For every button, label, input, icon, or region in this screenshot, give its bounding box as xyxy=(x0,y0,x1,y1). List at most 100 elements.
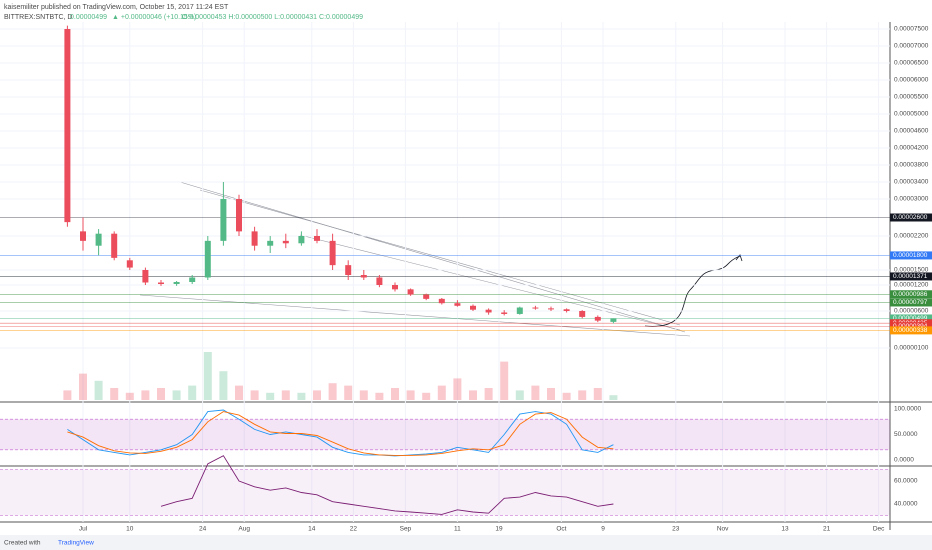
y-tick-label: 0.00007000 xyxy=(894,43,929,50)
y-tick-label: 100.0000 xyxy=(894,406,921,413)
volume-bar xyxy=(578,390,587,400)
projection-arrow xyxy=(735,254,743,262)
volume-bar xyxy=(437,385,446,400)
candle-body xyxy=(548,308,554,310)
volume-bar xyxy=(235,385,243,400)
candle-body xyxy=(142,270,149,283)
level-label: 0.00000797 xyxy=(893,299,928,306)
candle-body xyxy=(376,277,383,285)
y-tick-label: 50.0000 xyxy=(894,431,918,438)
candle-body xyxy=(173,282,180,284)
candle-body xyxy=(516,307,523,314)
projection xyxy=(644,255,741,327)
x-tick-label: 9 xyxy=(601,526,605,533)
candle-body xyxy=(594,316,601,321)
x-tick-label: Aug xyxy=(238,526,250,533)
level-box xyxy=(890,290,932,299)
y-tick-label: 0.00002200 xyxy=(894,233,929,240)
candle-body xyxy=(158,282,164,284)
stoch-band xyxy=(0,419,890,450)
level-box xyxy=(890,314,932,323)
candle-body xyxy=(563,309,570,311)
stoch-k xyxy=(67,409,614,457)
volume-bar xyxy=(63,390,72,400)
candle-body xyxy=(111,233,118,258)
candle-body xyxy=(298,236,305,244)
volume-bar xyxy=(344,385,353,400)
y-tick-label: 40.0000 xyxy=(894,501,918,508)
y-tick-label: 0.00000600 xyxy=(894,308,929,315)
x-tick-label: Dec xyxy=(873,526,885,533)
x-tick-label: 21 xyxy=(823,526,831,533)
y-tick-label: 0.00003400 xyxy=(894,179,929,186)
y-tick-label: 0.00005500 xyxy=(894,94,929,101)
candle-body xyxy=(314,236,320,241)
candle-body xyxy=(532,307,539,309)
candle-body xyxy=(454,303,461,306)
volume-bar xyxy=(391,388,399,400)
x-tick-label: 19 xyxy=(495,526,503,533)
y-tick-label: 0.00007500 xyxy=(894,26,929,33)
y-tick-label: 60.0000 xyxy=(894,478,918,485)
candle-body xyxy=(329,240,336,266)
volume-bar xyxy=(188,385,197,400)
footer-bar xyxy=(0,535,932,550)
volume-bar xyxy=(94,380,103,400)
x-tick-label: 13 xyxy=(781,526,789,533)
y-tick-label: 0.0000 xyxy=(894,457,914,464)
x-tick-label: 23 xyxy=(672,526,680,533)
volume-bar xyxy=(172,390,181,400)
volume-bar xyxy=(422,392,431,400)
candle-body xyxy=(95,233,102,246)
candle-body xyxy=(407,289,414,295)
candle-body xyxy=(579,311,586,317)
x-tick-label: Jul xyxy=(79,526,88,533)
volume-bar xyxy=(375,392,384,400)
candle-body xyxy=(470,305,476,310)
y-tick-label: 0.00001200 xyxy=(894,282,929,289)
candle-body xyxy=(345,265,352,275)
footer-brand[interactable]: TradingView xyxy=(58,540,94,547)
publisher: kaisemiliter published on TradingView.co… xyxy=(4,4,229,11)
volume-bar xyxy=(484,388,493,400)
level-box xyxy=(890,213,932,222)
x-tick-label: Oct xyxy=(556,526,566,533)
volume-bar xyxy=(219,371,228,400)
y-tick-label: 0.00000100 xyxy=(894,345,929,352)
volume-bar xyxy=(250,390,259,400)
volume-bar xyxy=(453,378,462,400)
volume-bar xyxy=(141,390,150,400)
candle-body xyxy=(610,318,617,322)
last-price: 0.00000499 xyxy=(70,14,107,21)
volume-bar xyxy=(110,388,119,400)
volume-bar xyxy=(609,395,618,400)
rsi-band xyxy=(0,469,890,516)
footer-created: Created with xyxy=(4,540,41,547)
y-tick-label: 0.00006500 xyxy=(894,60,929,67)
level-box xyxy=(890,326,932,335)
candle-body xyxy=(236,199,242,232)
y-tick-label: 0.00003000 xyxy=(894,196,929,203)
candle-body xyxy=(360,275,367,278)
x-tick-label: 11 xyxy=(454,526,461,533)
volume-bar xyxy=(531,385,540,400)
rsi-line xyxy=(160,455,614,515)
level-box xyxy=(890,272,932,281)
y-tick-label: 0.00005000 xyxy=(894,111,929,118)
volume-bar xyxy=(500,361,509,400)
level-label: 0.00001800 xyxy=(893,252,928,259)
candle-body xyxy=(204,240,211,278)
x-tick-label: Sep xyxy=(400,526,412,533)
candle-body xyxy=(282,240,289,244)
y-tick-label: 0.00003800 xyxy=(894,162,929,169)
candle-body xyxy=(423,294,430,299)
volume-bar xyxy=(125,392,134,400)
x-tick-label: 10 xyxy=(126,526,134,533)
x-tick-label: 24 xyxy=(199,526,207,533)
level-box xyxy=(890,251,932,260)
volume-bar xyxy=(297,392,306,400)
volume-bar xyxy=(562,392,571,400)
y-tick-label: 0.00001500 xyxy=(894,267,929,274)
